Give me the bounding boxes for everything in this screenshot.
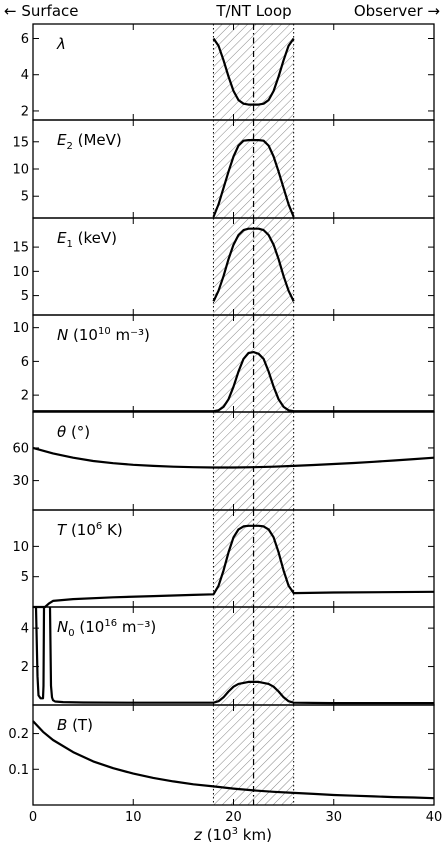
series-line-theta-0 (32, 446, 435, 469)
panel-label-rest: (T) (67, 716, 93, 734)
panel-B: 0.1 0.2 B (T) (8, 704, 435, 806)
panel-label-sub: 1 (66, 239, 72, 250)
panel-label-var: B (57, 716, 67, 734)
series-line-E2-0 (212, 139, 295, 218)
y-tick-label: 6 (21, 32, 29, 47)
y-tick-label: 4 (21, 622, 29, 637)
series-line-N0-1 (48, 606, 434, 705)
header-right-label: Observer → (354, 2, 440, 20)
x-tick-label: 0 (29, 810, 37, 825)
y-tick-label: 0.1 (8, 763, 29, 778)
panel-label-tail: (MeV) (73, 131, 122, 149)
y-tick-label: 10 (12, 321, 29, 336)
y-tick-label: 2 (21, 104, 29, 119)
panel-label-sub: 0 (68, 628, 74, 639)
y-tick-label: 5 (21, 570, 29, 585)
x-axis-label-tail: km) (238, 826, 272, 844)
x-axis-label: z (103 km) (193, 826, 272, 844)
y-tick-label: 6 (21, 355, 29, 370)
series-line-lambda-0 (212, 37, 295, 106)
panel-label-var: N (57, 618, 68, 636)
panel-label-var: E (57, 131, 67, 149)
panel-label-rest: (°) (66, 423, 90, 441)
panel-label: T (106 K) (57, 521, 123, 539)
panel-label-rest: (10 (75, 618, 105, 636)
y-tick-label: 60 (12, 441, 29, 456)
x-axis-label-rest: (10 (202, 826, 232, 844)
panel-E1: 5 10 15 E1 (keV) (12, 217, 435, 316)
y-tick-label: 5 (21, 190, 29, 205)
panel-label-exp: 16 (104, 618, 117, 629)
panel-E2: 5 10 15 E2 (MeV) (12, 119, 435, 219)
panel-label-exp: 6 (96, 521, 102, 532)
header-center-label: T/NT Loop (215, 2, 291, 20)
y-tick-label: 2 (21, 389, 29, 404)
y-tick-label: 15 (12, 241, 29, 256)
panel-label: λ (56, 35, 66, 53)
series-line-T-0 (33, 524, 435, 609)
panel-label-tail: m⁻³) (117, 618, 156, 636)
panel-label-tail: K) (102, 521, 122, 539)
x-axis-label-exp: 3 (232, 826, 238, 837)
panel-frame (32, 704, 435, 806)
panel-label-rest: (10 (66, 521, 96, 539)
y-tick-label: 2 (21, 660, 29, 675)
panel-label: θ (°) (57, 423, 90, 441)
panel-theta: 30 60 θ (°) (12, 411, 435, 511)
x-tick-label: 10 (125, 810, 142, 825)
series-line-E1-0 (212, 227, 295, 302)
panel-label-exp: 10 (98, 326, 111, 337)
panel-label: E1 (keV) (57, 229, 117, 250)
panel-label-var: N (57, 326, 68, 344)
y-tick-label: 10 (12, 540, 29, 555)
x-tick-label: 20 (225, 810, 242, 825)
panel-label-rest: (10 (68, 326, 98, 344)
series-line-N0-0 (34, 606, 46, 700)
panel-label-var: λ (56, 35, 66, 53)
panel-label: E2 (MeV) (57, 131, 122, 152)
y-tick-label: 15 (12, 135, 29, 150)
x-tick-label: 40 (426, 810, 443, 825)
panel-N0: 2 4 N0 (1016 m⁻³) (21, 606, 435, 706)
panel-lambda: 2 4 6 λ (21, 23, 435, 121)
panel-label: B (T) (57, 716, 93, 734)
header-left-label: ← Surface (4, 2, 78, 20)
x-axis-label-var: z (193, 826, 203, 844)
panel-label-var: T (57, 521, 68, 539)
y-tick-label: 5 (21, 289, 29, 304)
panel-label-var: E (57, 229, 67, 247)
panel-label-sub: 2 (66, 141, 72, 152)
panel-label: N (1010 m⁻³) (57, 326, 150, 344)
panel-label-tail: (keV) (73, 229, 117, 247)
y-tick-label: 4 (21, 68, 29, 83)
panel-T: 5 10 T (106 K) (12, 509, 435, 609)
series-line-N-0 (33, 351, 434, 413)
y-tick-label: 30 (12, 474, 29, 489)
panel-label-var: θ (57, 423, 66, 441)
x-tick-label: 30 (325, 810, 342, 825)
y-tick-label: 10 (12, 163, 29, 178)
panel-label: N0 (1016 m⁻³) (57, 618, 156, 639)
series-line-B-0 (32, 720, 435, 800)
y-tick-label: 0.2 (8, 727, 29, 742)
y-tick-label: 10 (12, 265, 29, 280)
panel-label-tail: m⁻³) (111, 326, 150, 344)
